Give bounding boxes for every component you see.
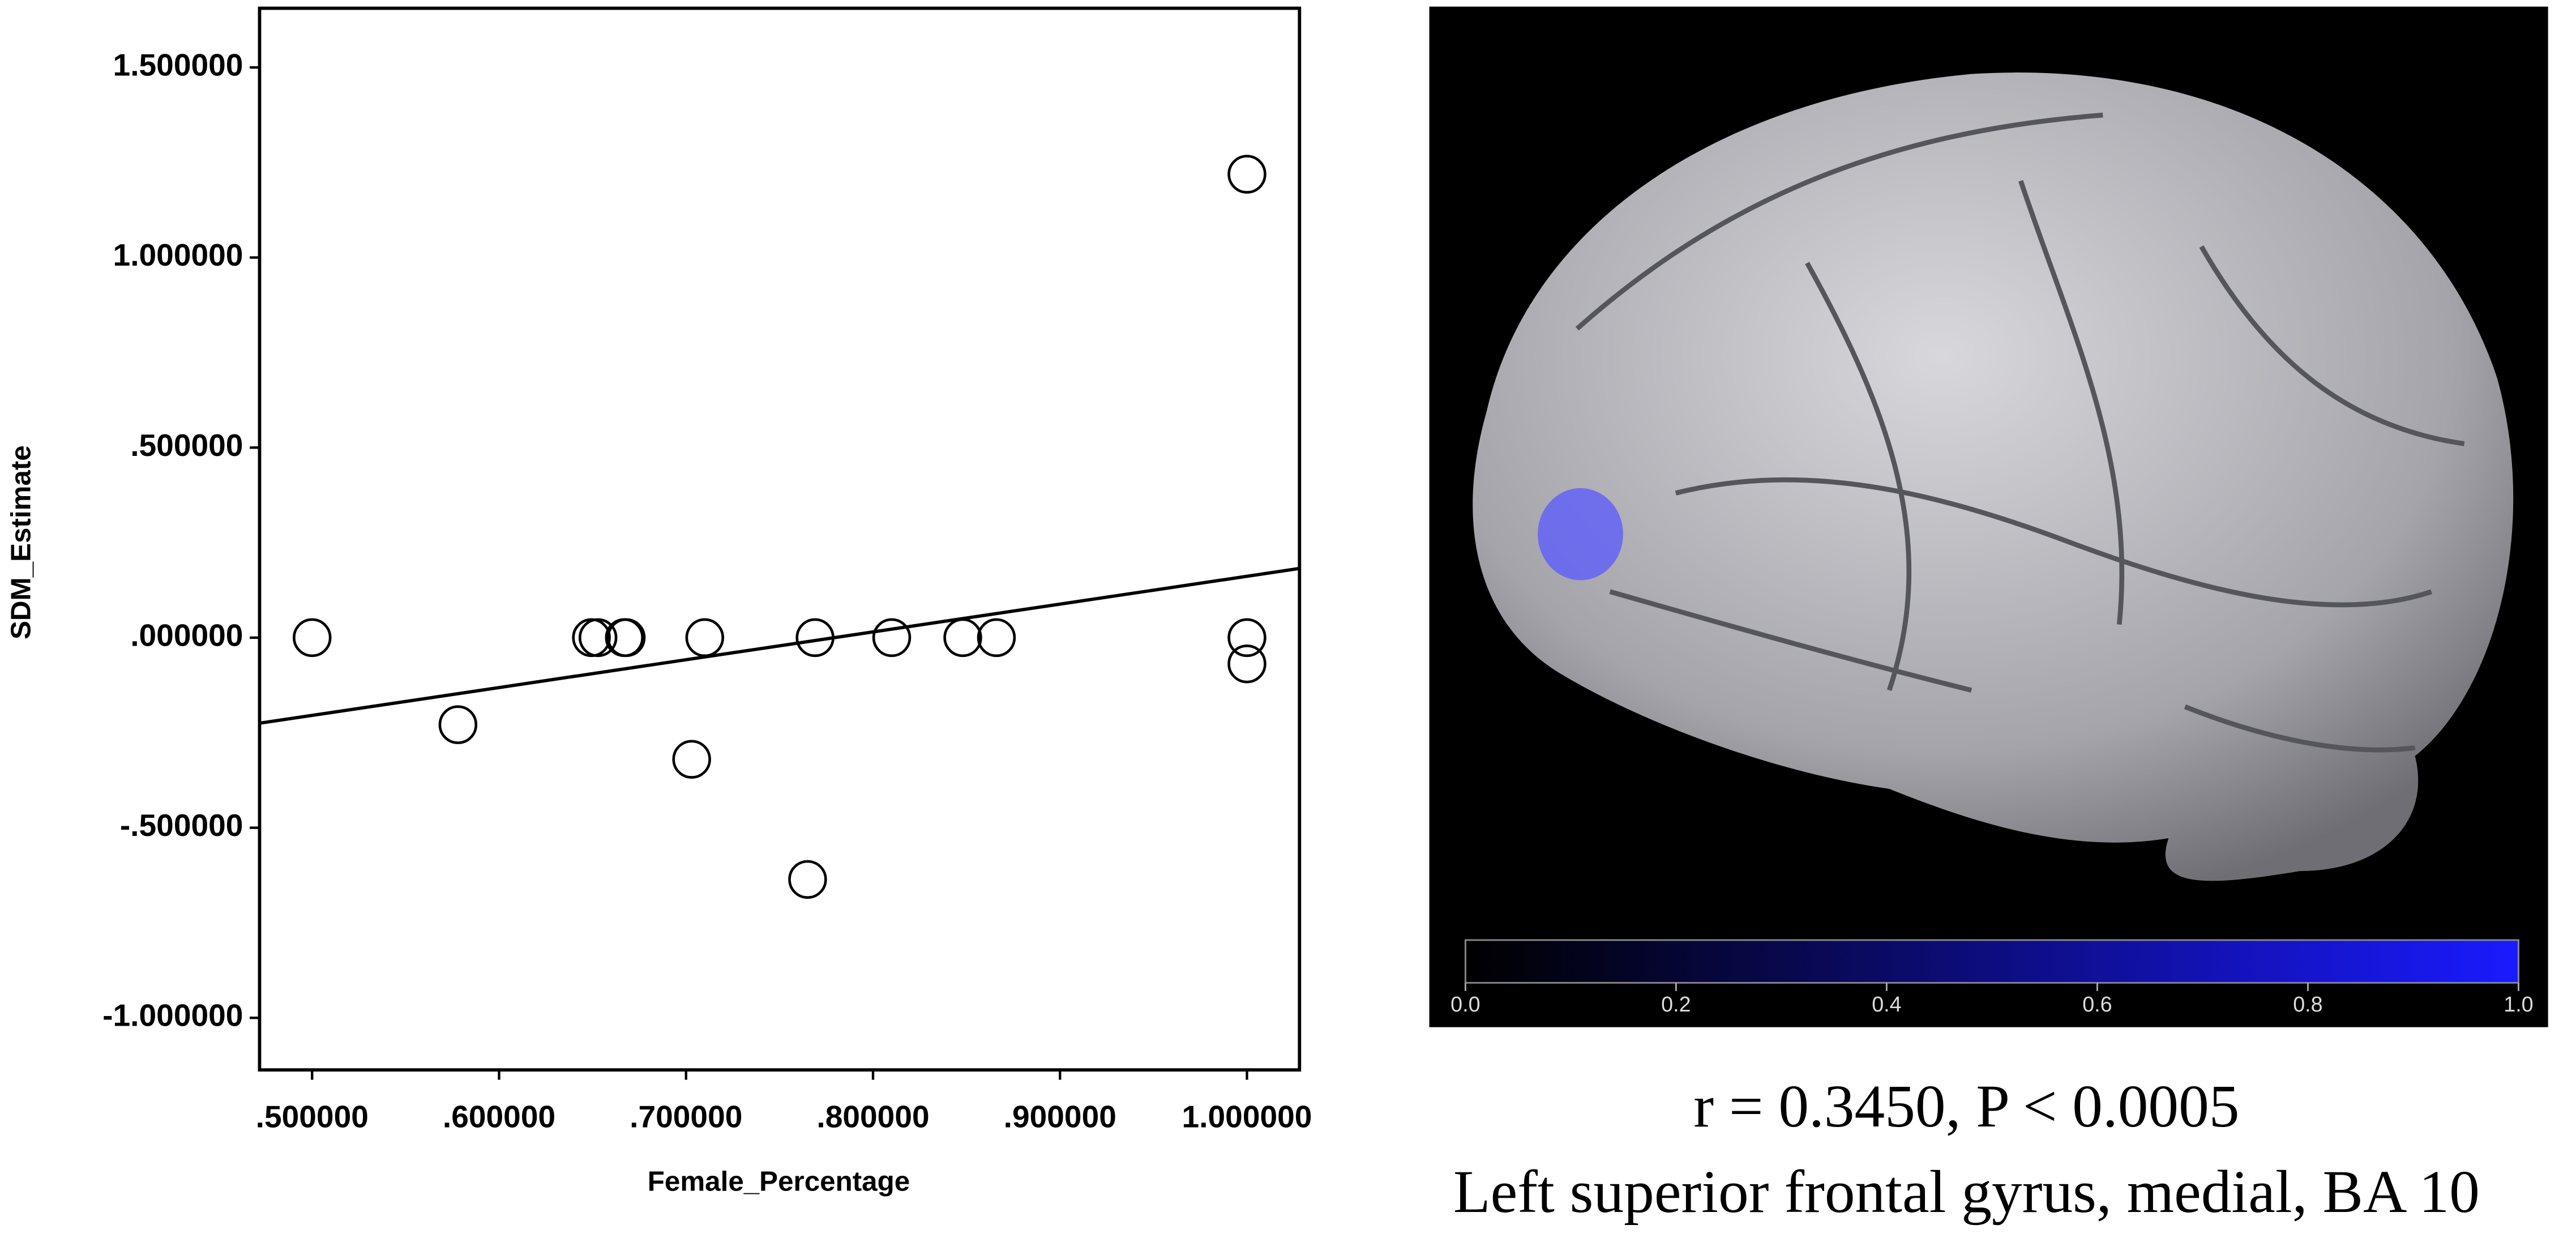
- colorbar: [1464, 939, 2519, 984]
- colorbar-tick-label: 0.6: [2082, 992, 2112, 1016]
- x-tick-label: 1.000000: [1182, 1099, 1312, 1134]
- x-tick-label: .700000: [630, 1099, 742, 1134]
- y-axis-title: SDM_Estimate: [6, 445, 37, 639]
- data-point: [578, 618, 618, 658]
- x-tick-label: .500000: [256, 1099, 369, 1134]
- y-tick-label: .000000: [130, 617, 243, 652]
- y-tick-label: -1.000000: [102, 998, 243, 1033]
- data-point: [943, 618, 982, 658]
- data-point: [438, 705, 478, 744]
- x-tick-label: .800000: [816, 1099, 929, 1134]
- caption-stats: r = 0.3450, P < 0.0005: [1693, 1073, 2239, 1140]
- y-tick-label: 1.500000: [113, 48, 243, 83]
- colorbar-tick-label: 0.4: [1872, 992, 1901, 1016]
- colorbar-tick-label: 0.2: [1661, 992, 1691, 1016]
- activation-cluster: [1538, 488, 1623, 581]
- x-tick-label: .600000: [443, 1099, 555, 1134]
- data-point: [606, 618, 646, 658]
- data-point: [1227, 644, 1266, 684]
- brain-sulci: [1575, 112, 2465, 753]
- y-tick-label: .500000: [130, 428, 243, 463]
- colorbar-tick-label: 0.0: [1450, 992, 1480, 1016]
- data-point: [1227, 618, 1266, 658]
- caption-region: Left superior frontal gyrus, medial, BA …: [1453, 1158, 2480, 1226]
- data-point: [872, 618, 912, 658]
- colorbar-tick-label: 0.8: [2293, 992, 2322, 1016]
- fit-line: [259, 566, 1300, 725]
- brain-image: [1473, 72, 2514, 881]
- x-axis-title: Female_Percentage: [648, 1166, 910, 1197]
- plot-frame: [258, 6, 1302, 1072]
- data-point: [977, 618, 1016, 658]
- colorbar-tick-label: 1.0: [2504, 992, 2533, 1016]
- y-tick-label: 1.000000: [113, 237, 243, 272]
- data-point: [1227, 155, 1266, 194]
- x-tick-label: .900000: [1004, 1099, 1116, 1134]
- y-tick-label: -.500000: [120, 808, 243, 843]
- data-point: [685, 618, 725, 658]
- data-point: [795, 618, 835, 658]
- data-point: [293, 618, 332, 658]
- data-point: [672, 740, 711, 779]
- data-point: [788, 860, 827, 899]
